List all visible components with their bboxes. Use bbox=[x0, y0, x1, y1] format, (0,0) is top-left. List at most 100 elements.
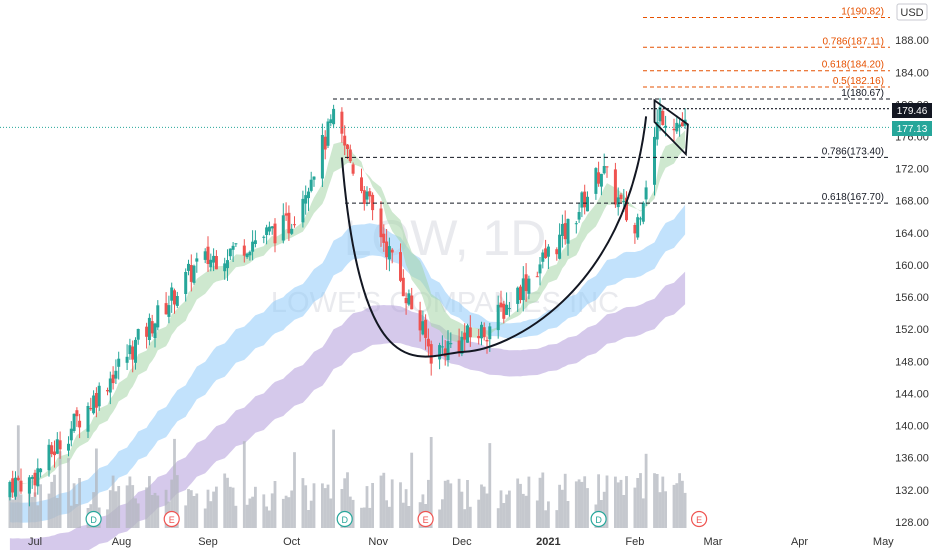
volume-bar bbox=[312, 483, 316, 528]
candle-body bbox=[563, 223, 567, 240]
earnings-marker[interactable] bbox=[163, 510, 180, 528]
candle-body bbox=[69, 428, 73, 441]
candle-body bbox=[488, 326, 492, 340]
volume-bar bbox=[463, 509, 467, 528]
volume-bar bbox=[78, 478, 81, 528]
candle-body bbox=[33, 472, 37, 486]
candle-body bbox=[507, 308, 511, 310]
volume-bar bbox=[460, 491, 464, 528]
volume-bar bbox=[368, 507, 372, 528]
y-tick-label: 156.00 bbox=[895, 292, 929, 304]
volume-bar bbox=[173, 438, 176, 528]
candle-body bbox=[449, 343, 453, 345]
volume-bar bbox=[284, 495, 288, 528]
volume-bar bbox=[117, 486, 121, 528]
y-tick-label: 144.00 bbox=[895, 388, 929, 400]
volume-bar bbox=[382, 472, 386, 528]
dividend-marker[interactable] bbox=[336, 510, 353, 528]
candle-body bbox=[566, 218, 570, 244]
marker-label: E bbox=[696, 515, 702, 525]
candle-body bbox=[309, 179, 313, 191]
candle-body bbox=[424, 319, 428, 338]
candle-body bbox=[385, 241, 389, 258]
volume-bar bbox=[496, 508, 500, 528]
volume-bar bbox=[535, 500, 539, 528]
volume-bar bbox=[290, 490, 294, 528]
candle-body bbox=[312, 176, 316, 180]
candle-body bbox=[407, 293, 411, 305]
candle-body bbox=[505, 304, 509, 315]
candle-body bbox=[170, 287, 174, 301]
volume-bar bbox=[602, 491, 606, 528]
volume-bar bbox=[67, 458, 70, 528]
volume-bar bbox=[636, 478, 640, 528]
candle-body bbox=[55, 439, 59, 454]
candle-body bbox=[346, 144, 349, 149]
earnings-marker[interactable] bbox=[690, 510, 708, 528]
volume-bar bbox=[231, 487, 235, 528]
earnings-marker[interactable] bbox=[417, 510, 434, 528]
candle-body bbox=[527, 278, 531, 294]
fib-levels: 1(190.82) 0.786(187.11) 0.618(184.20) 0.5(1… bbox=[0, 7, 890, 204]
candle-body bbox=[206, 246, 210, 264]
candle-body bbox=[281, 215, 285, 241]
candle-body bbox=[173, 290, 176, 305]
marker-label: E bbox=[423, 515, 429, 525]
volume-bar bbox=[189, 490, 193, 528]
candle-body bbox=[251, 241, 255, 252]
candle-body bbox=[597, 172, 601, 184]
candle-body bbox=[117, 358, 121, 367]
candle-body bbox=[167, 305, 171, 317]
candle-body bbox=[245, 253, 249, 258]
candle-body bbox=[329, 119, 333, 123]
volume-bar bbox=[678, 473, 681, 528]
x-tick-label: Sep bbox=[198, 536, 218, 548]
x-tick-label: Jul bbox=[28, 536, 42, 548]
candle-body bbox=[340, 111, 344, 134]
candle-body bbox=[273, 223, 277, 244]
candlesticks[interactable] bbox=[8, 98, 687, 507]
volume-bar bbox=[502, 503, 506, 528]
candle-body bbox=[351, 164, 355, 174]
volume-bar bbox=[421, 494, 425, 528]
volume-bar bbox=[343, 478, 347, 528]
candle-body bbox=[92, 395, 96, 414]
candle-body bbox=[482, 327, 486, 338]
y-tick-label: 128.00 bbox=[895, 517, 929, 529]
candle-body bbox=[97, 385, 101, 407]
volume-bar bbox=[586, 488, 589, 528]
candle-body bbox=[399, 252, 402, 281]
volume-bar bbox=[92, 492, 95, 528]
candle-body bbox=[644, 187, 648, 200]
candle-body bbox=[150, 321, 154, 334]
candle-body bbox=[108, 378, 112, 393]
candle-body bbox=[189, 265, 193, 282]
volume-bar bbox=[605, 475, 609, 528]
dividend-marker[interactable] bbox=[590, 510, 607, 528]
volume-bar bbox=[362, 507, 366, 528]
candle-body bbox=[72, 413, 76, 431]
candle-body bbox=[248, 251, 252, 256]
candle-body bbox=[323, 136, 327, 150]
volume-bar bbox=[558, 484, 561, 528]
volume-bar bbox=[563, 473, 567, 528]
volume-bar bbox=[427, 479, 430, 528]
candle-body bbox=[586, 196, 589, 212]
candle-body bbox=[262, 236, 266, 238]
volume-bar bbox=[242, 441, 246, 528]
volume-bar bbox=[184, 505, 188, 528]
volume-bar bbox=[521, 493, 525, 528]
volume-bar bbox=[332, 429, 335, 528]
candle-body bbox=[75, 410, 79, 417]
candle-body bbox=[58, 440, 62, 450]
candle-body bbox=[320, 135, 324, 179]
candle-body bbox=[460, 336, 464, 354]
volume-bar bbox=[106, 509, 109, 528]
volume-bar bbox=[128, 476, 132, 528]
candle-body bbox=[223, 263, 227, 272]
dividend-marker[interactable] bbox=[85, 510, 102, 528]
volume-bar bbox=[371, 483, 374, 528]
volume-bar bbox=[385, 500, 388, 528]
